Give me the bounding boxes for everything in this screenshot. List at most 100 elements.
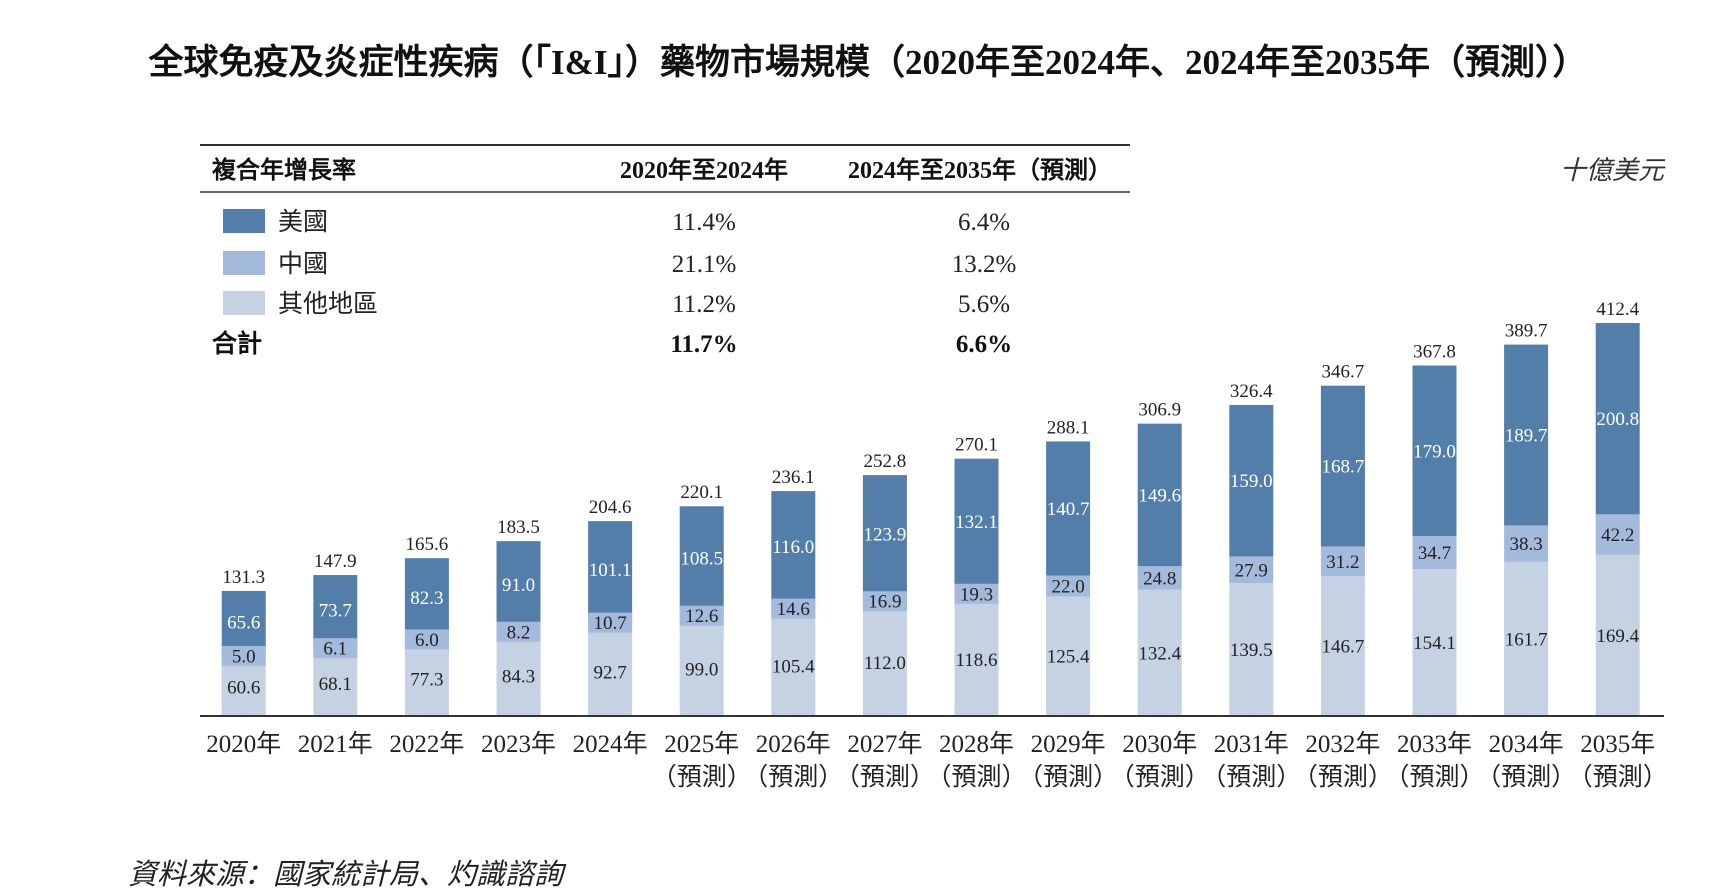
table-header-label: 複合年增長率 [212,156,356,184]
x-tick-label: 2027年 [847,730,922,758]
data-label-china: 6.0 [415,630,439,651]
table-header-period2: 2024年至2035年（預測） [848,156,1112,184]
bar-segment-other [954,602,999,716]
data-label-other: 68.1 [319,674,352,695]
x-tick-label: 2025年 [664,730,739,758]
bar-segment-us [1137,423,1182,567]
cagr-other-period1: 11.2% [672,291,736,318]
bar-segment-us [588,521,633,618]
legend-label-us: 美國 [278,208,328,236]
cagr-total-period1: 11.7% [670,331,737,358]
data-label-us: 65.6 [227,613,260,634]
cagr-table: 複合年增長率 2020年至2024年 2024年至2035年（預測） 美國 11… [200,144,1130,358]
data-label-bg-china [221,645,266,666]
data-label-bg-china [771,598,816,619]
bar-segment-us [404,558,449,637]
bar-segment-other [679,621,724,716]
data-label-other: 169.4 [1596,626,1639,647]
bar-segment-china [1595,514,1640,555]
x-tick-label: 2022年 [389,730,464,758]
data-label-china: 42.2 [1601,525,1634,546]
x-tick-label: （預測） [652,763,752,791]
data-label-other: 132.4 [1138,643,1181,664]
data-label-other: 99.0 [685,659,718,680]
x-tick-label: （預測） [1384,763,1484,791]
data-label-other: 77.3 [410,670,443,691]
x-tick-label: 2023年 [481,730,556,758]
data-label-bg-china [954,583,999,604]
legend-swatch-other [223,291,265,315]
bar-segment-other [313,651,358,716]
data-label-china: 38.3 [1509,534,1542,555]
data-label-us: 132.1 [955,512,998,533]
total-label: 306.9 [1138,400,1181,421]
data-label-other: 125.4 [1047,647,1090,668]
bar-segment-other [496,635,541,716]
data-label-bg-china [313,638,358,659]
total-label: 147.9 [314,551,357,572]
data-label-china: 22.0 [1051,577,1084,598]
x-tick-label: （預測） [1110,763,1210,791]
data-label-other: 105.4 [772,656,815,677]
cagr-other-period2: 5.6% [958,291,1010,318]
bar-segment-us [1595,322,1640,515]
bar-segment-us [313,575,358,646]
data-label-us: 159.0 [1230,471,1273,492]
bar-segment-other [1137,589,1182,716]
bar-segment-china [1320,546,1365,577]
data-label-other: 60.6 [227,678,260,699]
x-tick-label: 2020年 [206,730,281,758]
total-label: 346.7 [1322,362,1365,383]
data-label-china: 34.7 [1418,543,1451,564]
total-label: 367.8 [1413,341,1456,362]
bar-segment-other [404,642,449,716]
data-label-us: 123.9 [864,525,907,546]
data-label-us: 116.0 [772,537,814,558]
source-note: 資料來源：國家統計局、灼識諮詢 [128,859,567,891]
x-tick-label: 2033年 [1397,730,1472,758]
bar-segment-other [1595,554,1640,716]
bar-segment-us [221,590,266,654]
data-label-other: 84.3 [502,666,535,687]
data-label-china: 16.9 [868,592,901,613]
data-label-other: 118.6 [955,650,997,671]
data-label-china: 14.6 [777,599,810,620]
data-label-us: 149.6 [1138,485,1181,506]
total-label: 204.6 [589,497,632,518]
data-label-other: 139.5 [1230,640,1273,661]
total-label: 252.8 [864,451,907,472]
bar-segment-china [1412,536,1457,570]
x-tick-label: 2035年 [1580,730,1655,758]
data-label-china: 10.7 [593,613,626,634]
data-label-us: 101.1 [589,560,632,581]
chart-title: 全球免疫及炎症性疾病（「I&I」）藥物市場規模（2020年至2024年、2024… [148,42,1588,82]
table-header-period1: 2020年至2024年 [620,156,788,184]
data-label-us: 73.7 [319,601,352,622]
x-tick-label: 2021年 [298,730,373,758]
data-label-us: 179.0 [1413,441,1456,462]
cagr-us-period1: 11.4% [672,209,736,236]
bar-segment-us [679,506,724,610]
data-label-other: 154.1 [1413,633,1456,654]
data-label-china: 8.2 [507,622,531,643]
data-label-china: 27.9 [1235,560,1268,581]
x-tick-label: 2026年 [756,730,831,758]
data-label-other: 161.7 [1505,629,1548,650]
cagr-total-period2: 6.6% [956,331,1012,358]
x-tick-label: 2028年 [939,730,1014,758]
bar-segment-us [1504,344,1549,526]
x-tick-label: 2024年 [573,730,648,758]
data-label-bg-china [404,629,449,650]
cagr-china-period1: 21.1% [672,251,737,278]
cagr-total-label: 合計 [212,329,262,358]
data-label-us: 168.7 [1322,457,1365,478]
cagr-us-period2: 6.4% [958,209,1010,236]
data-label-bg-china [496,621,541,642]
total-label: 183.5 [497,517,540,538]
bar-segment-china [1229,556,1274,584]
data-label-other: 146.7 [1322,637,1365,658]
total-label: 270.1 [955,435,998,456]
bar-segment-us [954,458,999,585]
data-label-us: 189.7 [1505,426,1548,447]
